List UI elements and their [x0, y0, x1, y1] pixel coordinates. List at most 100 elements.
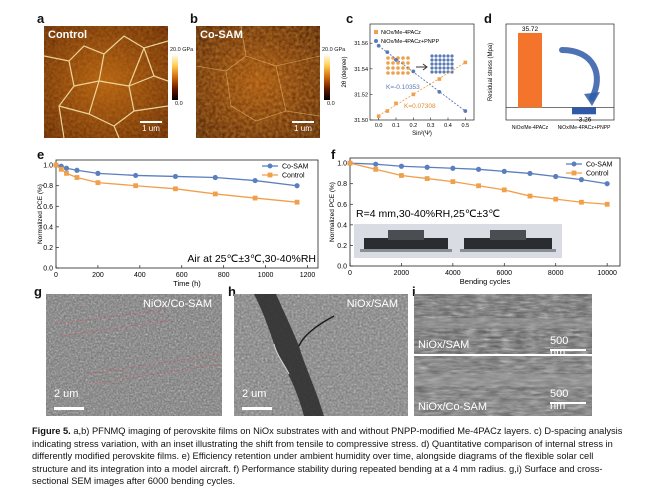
bar-value-label: -3.26 [577, 116, 592, 123]
data-point [476, 183, 481, 189]
sem-label: NiOx/Co-SAM [418, 401, 488, 413]
plot-frame [349, 157, 621, 267]
sem-label: NiOx/SAM [346, 298, 398, 310]
x-tick-label: 0 [54, 272, 58, 279]
afm-image-control: Control 1 um [44, 26, 168, 138]
data-point [398, 163, 405, 169]
y-tick-label: 0.2 [337, 243, 347, 250]
data-point [252, 195, 258, 201]
slope-annotation: K=-0.10353 [386, 84, 420, 91]
scale-bar: 500 nm [550, 335, 586, 354]
x-axis-label: Sin²(Ψ) [412, 131, 432, 137]
legend-marker [571, 161, 577, 167]
y-axis-label: 2θ (degree) [342, 56, 348, 87]
inset-lattice-compressive [430, 66, 434, 70]
legend-marker [374, 30, 378, 34]
inset-lattice-tensile [401, 71, 405, 75]
x-axis-label: Time (h) [173, 279, 201, 288]
plot-frame [369, 23, 475, 121]
inset-lattice-compressive [450, 58, 454, 62]
y-tick-label: 0.8 [337, 181, 347, 188]
setup-rail [460, 249, 556, 252]
data-point [53, 162, 59, 168]
slope-annotation: K=0.07308 [404, 103, 436, 110]
inset-lattice-compressive [442, 58, 446, 62]
sem-texture [234, 294, 408, 416]
y-tick-label: 1.0 [337, 161, 347, 168]
y-tick-label: 0.4 [43, 224, 53, 231]
inset-lattice-compressive [434, 66, 438, 70]
legend-label: Control [586, 171, 609, 178]
y-tick-label: 0.0 [43, 266, 53, 273]
y-tick-label: 31.52 [354, 92, 368, 98]
data-point [58, 166, 64, 172]
colorbar-min: 0.0 [327, 101, 335, 107]
data-point [173, 186, 178, 192]
chart-e-efficiency-retention: 0.0 0.2 0.4 0.6 0.8 1.0 0 200 400 600 800 1000 1200 T… [37, 159, 319, 288]
panel-label-g: g [34, 284, 42, 299]
bar-2 [572, 107, 596, 115]
panel-label-c: c [346, 11, 354, 26]
data-point [294, 183, 300, 189]
data-point [501, 168, 507, 174]
data-point [394, 101, 398, 106]
fit-line [378, 62, 466, 117]
series-line-co-sam [55, 164, 298, 187]
inset-lattice-compressive [446, 54, 450, 58]
y-tick-label: 0.0 [337, 264, 347, 271]
data-point [394, 57, 398, 62]
data-point [294, 199, 300, 205]
panel-label-h: h [228, 284, 236, 299]
afm-texture [196, 26, 320, 138]
x-tick-label: 200 [92, 272, 104, 279]
y-tick-label: 0.6 [337, 202, 347, 209]
afm-texture [44, 26, 168, 138]
figure-caption: Figure 5. a,b) PFNMQ imaging of perovski… [32, 425, 632, 488]
inset-lattice-compressive [446, 66, 450, 70]
data-point [411, 92, 416, 97]
bar-1 [518, 32, 542, 108]
panel-label-e: e [37, 147, 45, 162]
inset-lattice-compressive [442, 66, 446, 70]
panel-label-d: d [484, 11, 492, 26]
sem-label: NiOx/Co-SAM [142, 298, 212, 310]
x-tick-label: 400 [134, 272, 146, 279]
data-point [424, 176, 430, 181]
sem-image-co-sam: NiOx/Co-SAM 2 um [46, 294, 222, 416]
inset-lattice-compressive [450, 54, 454, 58]
y-axis-label: Normalized PCE (%) [37, 184, 44, 244]
inset-lattice-tensile [391, 66, 395, 70]
chart-annotation: Air at 25℃±3℃,30-40%RH [187, 253, 316, 265]
x-tick-label: 8000 [548, 270, 564, 277]
scale-bar: 1 um [292, 121, 314, 133]
data-point [553, 173, 559, 180]
data-point [212, 174, 218, 181]
bar-value-label: 35.72 [522, 26, 539, 33]
data-point [411, 69, 416, 74]
setup-rail [360, 249, 452, 252]
data-point [553, 196, 559, 202]
inset-lattice-tensile [391, 61, 395, 65]
y-tick-label: 1.0 [43, 163, 53, 170]
afm-image-co-sam: Co-SAM 1 um [196, 26, 320, 138]
inset-lattice-compressive [446, 58, 450, 62]
inset-lattice-compressive [450, 66, 454, 70]
scale-bar: 500 nm [550, 388, 586, 412]
chart-annotation: R=4 mm,30-40%RH,25℃±3℃ [356, 208, 500, 220]
data-point [74, 167, 80, 173]
data-point [385, 50, 390, 55]
x-tick-label: 0.2 [410, 123, 418, 129]
x-tick-label: 1200 [300, 272, 316, 279]
y-axis-label: Normalized PCE (%) [329, 182, 336, 242]
inset-lattice-compressive [430, 58, 434, 62]
shift-arrow [559, 47, 600, 101]
chart-c-stress-analysis: 31.50 31.52 31.54 31.56 0.0 0.1 0.2 0.3 0.4 0.5 Si… [342, 23, 475, 137]
data-point [347, 160, 353, 166]
data-point [133, 183, 139, 189]
data-point [578, 177, 585, 183]
colorbar-a [172, 54, 178, 100]
data-point [437, 89, 442, 94]
data-point [463, 60, 468, 65]
data-point [376, 114, 381, 118]
x-tick-label: 4000 [445, 270, 461, 277]
